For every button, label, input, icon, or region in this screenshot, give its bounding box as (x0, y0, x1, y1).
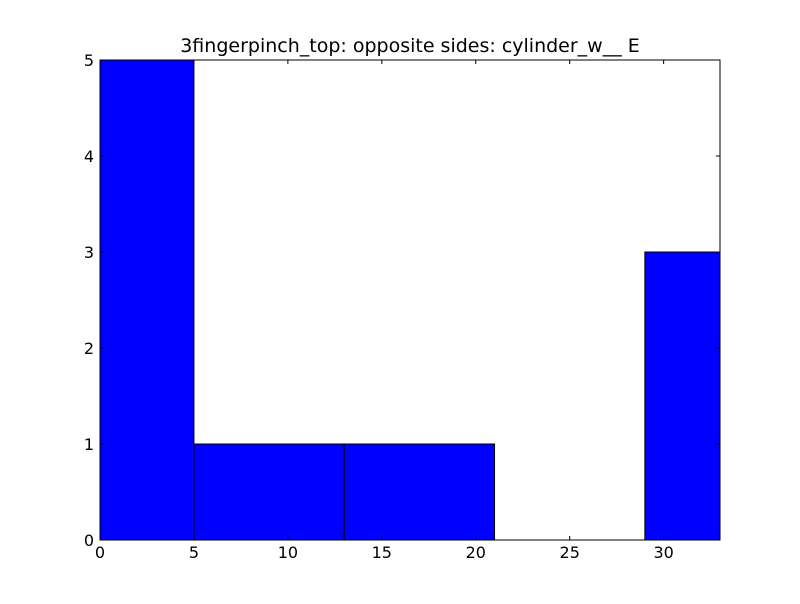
chart-title: 3fingerpinch_top: opposite sides: cylind… (180, 35, 640, 57)
histogram-bar-1 (193, 443, 345, 541)
histogram-bar-2 (343, 443, 496, 541)
x-tick-label-1: 5 (189, 543, 199, 562)
y-tick-label-0: 0 (84, 531, 94, 550)
x-tick-label-4: 20 (466, 543, 486, 562)
histogram-bar-4 (644, 251, 721, 541)
bars-layer (99, 59, 721, 541)
x-tick-label-3: 15 (372, 543, 392, 562)
x-tick-label-5: 25 (560, 543, 580, 562)
y-tick-label-2: 2 (84, 339, 94, 358)
y-tick-label-1: 1 (84, 435, 94, 454)
x-tick-label-2: 10 (278, 543, 298, 562)
x-tick-label-0: 0 (95, 543, 105, 562)
x-tick-label-6: 30 (653, 543, 673, 562)
histogram-bar-0 (99, 59, 195, 541)
y-tick-label-3: 3 (84, 243, 94, 262)
y-tick-label-4: 4 (84, 147, 94, 166)
y-tick-label-5: 5 (84, 51, 94, 70)
axes-frame (99, 59, 721, 541)
tick-labels-layer: 0 5 10 15 20 25 30 0 1 2 3 4 5 (84, 51, 674, 562)
